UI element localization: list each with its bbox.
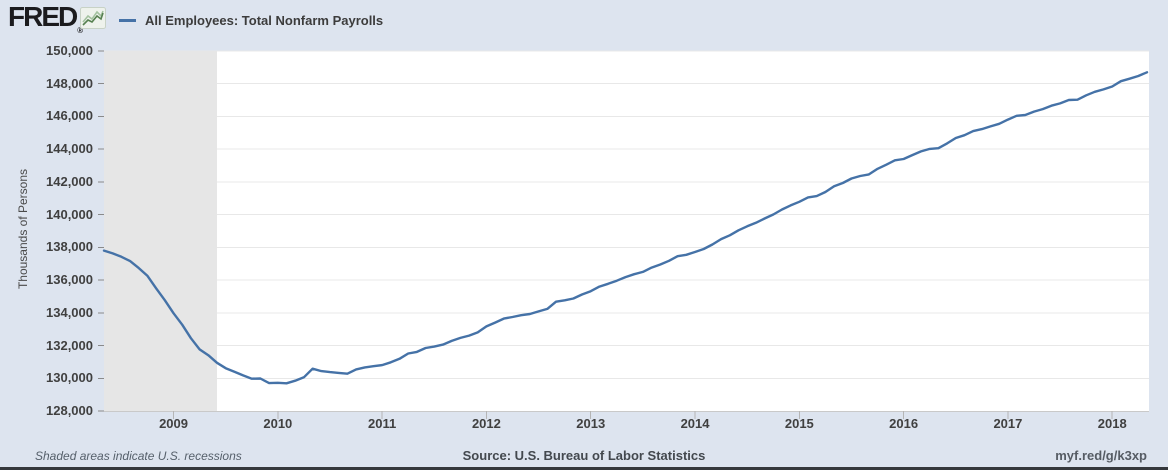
fred-sparkline-icon (80, 7, 106, 29)
source-label: Source: U.S. Bureau of Labor Statistics (462, 448, 706, 463)
legend: All Employees: Total Nonfarm Payrolls (119, 12, 383, 28)
registered-trademark-icon: ® (77, 26, 84, 35)
x-axis-tick-label: 2018 (1097, 416, 1127, 431)
x-axis-tick-label: 2013 (576, 416, 606, 431)
y-axis-tick-label: 138,000 (46, 239, 93, 255)
y-axis-tick-label: 140,000 (46, 206, 93, 222)
y-axis-tick-label: 150,000 (46, 43, 93, 58)
fred-logo-text: FRED (8, 1, 78, 32)
x-axis-tick-label: 2016 (889, 416, 919, 431)
short-url-link[interactable]: myf.red/g/k3xp (1055, 448, 1147, 463)
y-axis-tick-label: 132,000 (46, 337, 93, 353)
x-axis-tick-label: 2015 (784, 416, 814, 431)
y-axis-tick-label: 148,000 (46, 75, 93, 91)
x-axis-tick-label: 2014 (680, 416, 710, 431)
fred-logo[interactable]: FRED® (8, 1, 84, 38)
y-axis-tick-label: 128,000 (46, 403, 93, 418)
y-axis-tick-label: 134,000 (46, 304, 93, 320)
y-axis-tick-label: 146,000 (46, 108, 93, 124)
payrolls-series-line (102, 71, 1149, 385)
bottom-border (0, 467, 1168, 470)
y-axis-tick-label: 142,000 (46, 173, 93, 189)
legend-line-swatch (119, 18, 136, 22)
recession-band (104, 51, 217, 411)
legend-label: All Employees: Total Nonfarm Payrolls (145, 12, 384, 28)
x-axis-tick-label: 2010 (263, 416, 293, 431)
x-axis-tick-label: 2009 (159, 416, 188, 431)
x-axis-tick-label: 2012 (471, 416, 501, 431)
y-axis-tick-label: 130,000 (46, 370, 93, 386)
recession-shading-note: Shaded areas indicate U.S. recessions (35, 449, 242, 463)
y-axis-tick-label: 136,000 (46, 272, 93, 288)
x-axis-tick-label: 2017 (993, 416, 1023, 431)
x-axis-tick-label: 2011 (368, 416, 397, 431)
y-axis-tick-label: 144,000 (46, 141, 93, 157)
